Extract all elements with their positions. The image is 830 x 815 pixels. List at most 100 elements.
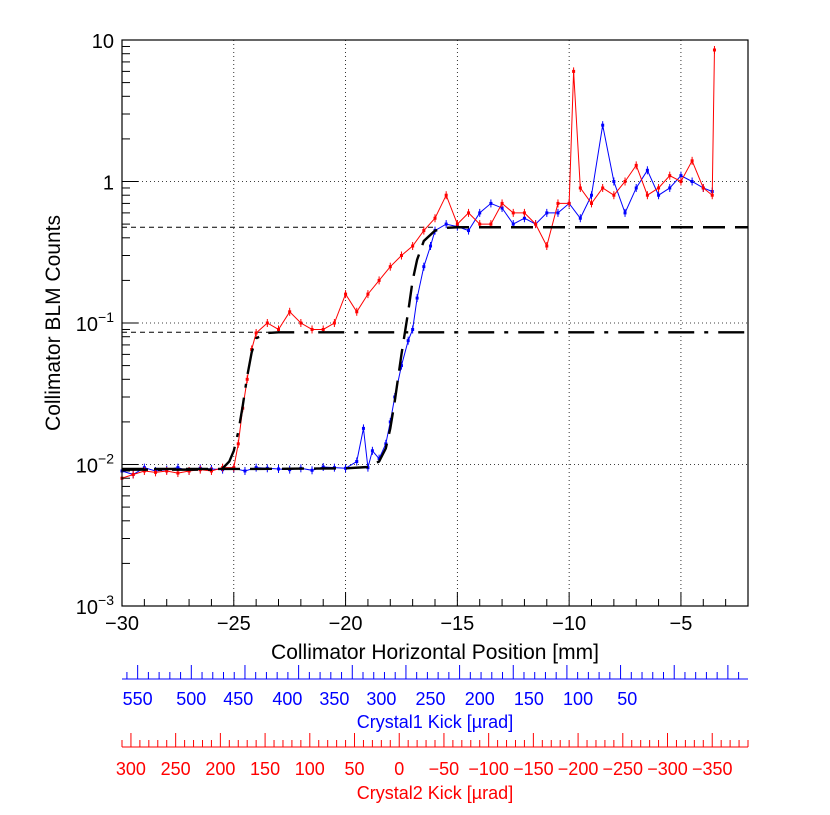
y-tick-label: 10−2 bbox=[76, 451, 114, 478]
kick-tick-label: −200 bbox=[558, 759, 599, 779]
y-tick-label: 10−3 bbox=[76, 592, 114, 619]
data-point bbox=[176, 471, 180, 475]
y-tick-label: 1 bbox=[103, 173, 114, 195]
data-point bbox=[645, 168, 649, 172]
data-point bbox=[489, 222, 493, 226]
data-point bbox=[411, 327, 415, 331]
data-point bbox=[370, 449, 374, 453]
data-point bbox=[578, 186, 582, 190]
data-point bbox=[366, 292, 370, 296]
x-tick-label: −25 bbox=[217, 613, 251, 635]
data-point bbox=[361, 426, 365, 430]
data-point bbox=[634, 186, 638, 190]
series-line bbox=[121, 49, 715, 479]
y-tick-label: 10−1 bbox=[76, 309, 114, 336]
kick-tick-label: −300 bbox=[647, 759, 688, 779]
data-point bbox=[187, 469, 191, 473]
data-point bbox=[377, 457, 381, 461]
x-axis-label: Collimator Horizontal Position [mm] bbox=[271, 641, 599, 664]
kick-tick-label: 150 bbox=[250, 759, 280, 779]
data-point bbox=[572, 69, 576, 73]
data-point bbox=[310, 468, 314, 472]
data-series bbox=[120, 45, 748, 483]
data-point bbox=[209, 469, 213, 473]
data-point bbox=[467, 229, 471, 233]
series-1 bbox=[120, 45, 716, 483]
data-point bbox=[701, 186, 705, 190]
kick-tick-label: 300 bbox=[116, 759, 146, 779]
data-point bbox=[299, 321, 303, 325]
data-point bbox=[344, 292, 348, 296]
data-point bbox=[500, 206, 504, 210]
data-point bbox=[500, 201, 504, 205]
data-point bbox=[245, 377, 249, 381]
data-point bbox=[634, 163, 638, 167]
data-point bbox=[422, 229, 426, 233]
data-point bbox=[511, 211, 515, 215]
data-point bbox=[478, 211, 482, 215]
y-axis-label: Collimator BLM Counts bbox=[42, 215, 65, 431]
data-point bbox=[415, 296, 419, 300]
data-point bbox=[601, 123, 605, 127]
x-tick-label: −10 bbox=[552, 613, 586, 635]
data-point bbox=[422, 265, 426, 269]
kick-tick-label: −150 bbox=[513, 759, 554, 779]
kick-tick-label: 50 bbox=[617, 689, 637, 709]
data-point bbox=[277, 467, 280, 471]
data-point bbox=[645, 193, 649, 197]
data-point bbox=[545, 244, 549, 248]
x-tick-label: −5 bbox=[670, 613, 693, 635]
data-point bbox=[545, 211, 549, 215]
y-tick-label: 10 bbox=[92, 31, 114, 53]
kick-tick-label: 50 bbox=[344, 759, 364, 779]
data-point bbox=[406, 339, 410, 343]
kick-tick-label: 100 bbox=[563, 689, 593, 709]
data-point bbox=[332, 321, 336, 325]
kick-tick-label: 250 bbox=[416, 689, 446, 709]
x-tick-label: −15 bbox=[440, 613, 474, 635]
data-point bbox=[522, 216, 526, 220]
kick-tick-label: 100 bbox=[295, 759, 325, 779]
data-point bbox=[710, 193, 714, 197]
data-point bbox=[355, 310, 359, 314]
data-point bbox=[590, 201, 593, 205]
data-point bbox=[489, 201, 493, 205]
data-point bbox=[690, 180, 694, 183]
data-point bbox=[377, 278, 381, 282]
data-point bbox=[165, 469, 169, 473]
data-point bbox=[399, 364, 403, 368]
data-point bbox=[612, 180, 616, 183]
data-point bbox=[399, 253, 403, 257]
data-point bbox=[321, 465, 325, 469]
kick-axis-title: Crystal1 Kick [µrad] bbox=[357, 712, 513, 732]
data-point bbox=[601, 186, 605, 190]
data-point bbox=[657, 186, 661, 190]
data-point bbox=[556, 211, 560, 215]
crystal1-kick-axis: 550 500 450 400 350 300 250 200 150 100 50 Crystal1… bbox=[122, 665, 748, 732]
fit-curve-2 bbox=[122, 331, 748, 471]
data-point bbox=[321, 327, 325, 331]
data-point bbox=[254, 331, 258, 335]
data-point bbox=[578, 216, 582, 220]
data-point bbox=[232, 466, 236, 470]
data-point bbox=[679, 174, 683, 178]
kick-tick-label: −250 bbox=[603, 759, 644, 779]
data-point bbox=[277, 327, 280, 331]
data-point bbox=[388, 265, 392, 269]
kick-tick-label: −350 bbox=[692, 759, 733, 779]
data-point bbox=[236, 442, 240, 446]
data-point bbox=[623, 180, 627, 183]
data-point bbox=[131, 472, 135, 476]
x-tick-label: −20 bbox=[329, 613, 363, 635]
data-point bbox=[590, 193, 593, 197]
data-point bbox=[288, 310, 292, 314]
data-point bbox=[534, 222, 538, 226]
data-point bbox=[712, 48, 716, 52]
data-point bbox=[478, 222, 482, 226]
data-point bbox=[411, 244, 415, 248]
kick-tick-label: −50 bbox=[429, 759, 460, 779]
reference-lines bbox=[122, 226, 435, 333]
kick-tick-label: 450 bbox=[223, 689, 253, 709]
kick-tick-label: 250 bbox=[161, 759, 191, 779]
